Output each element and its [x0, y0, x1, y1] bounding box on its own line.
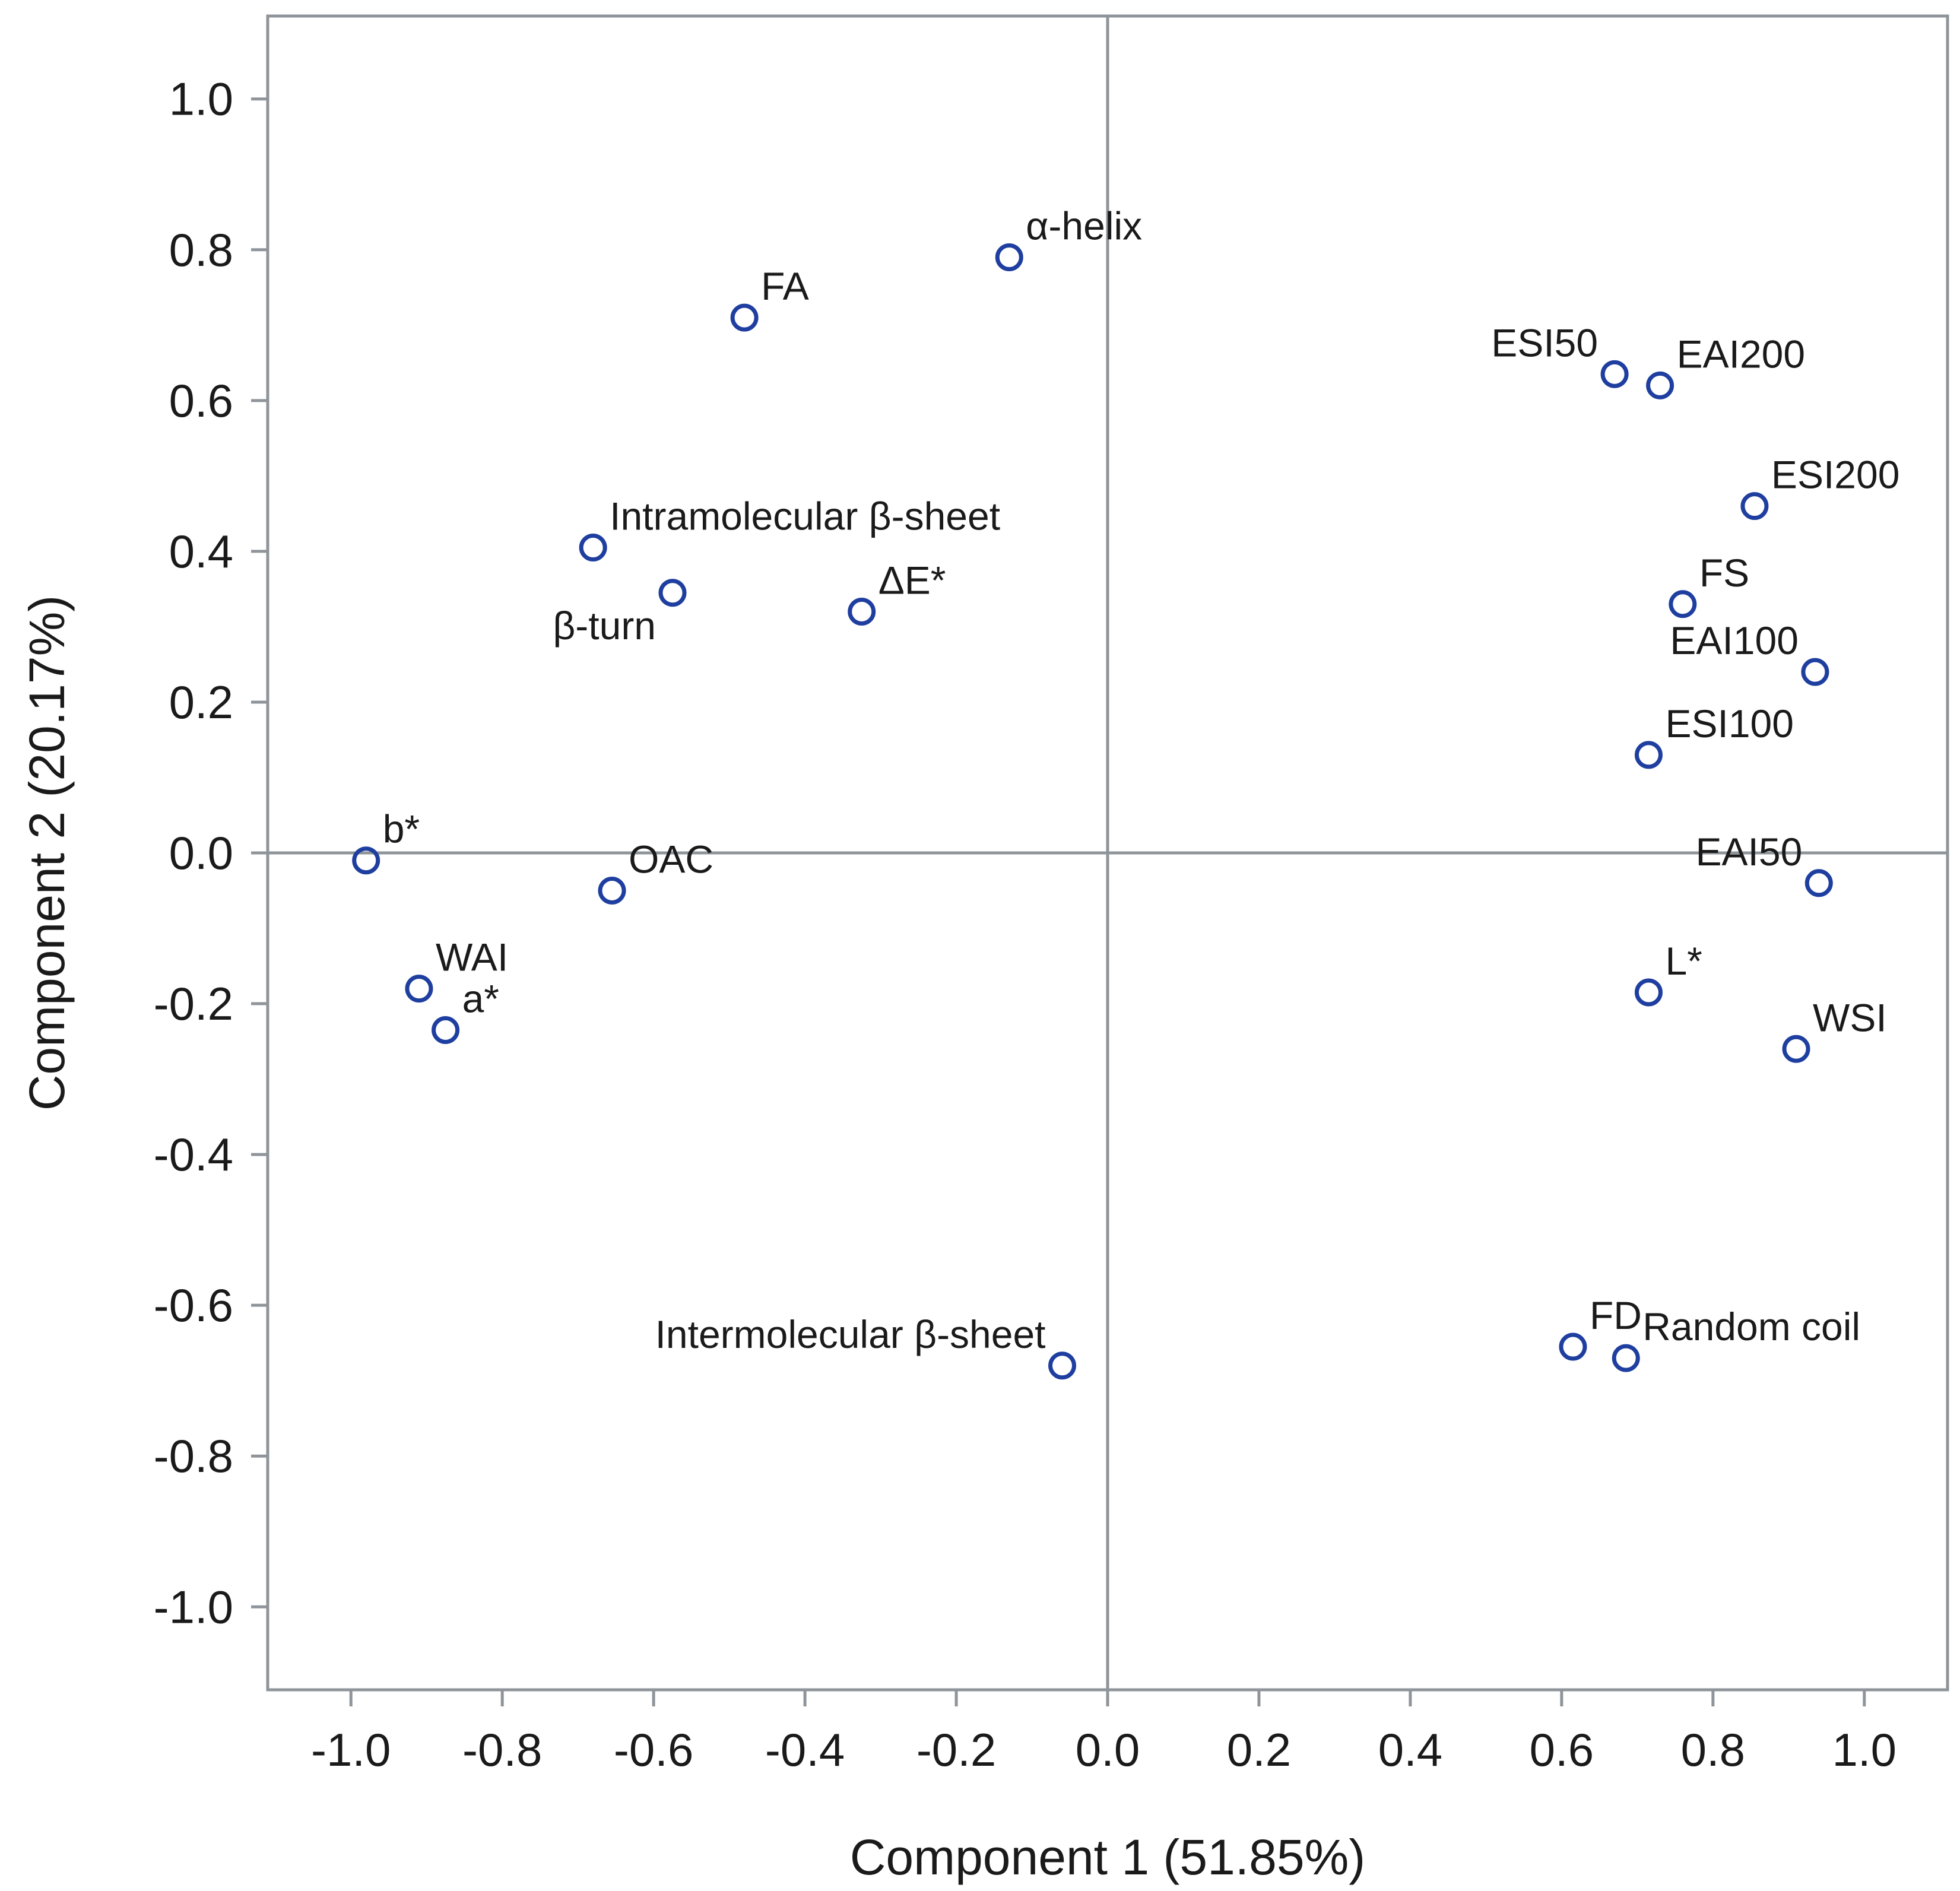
point-label: β-turn	[553, 604, 656, 648]
y-axis-title: Component 2 (20.17%)	[19, 595, 75, 1111]
point-marker	[848, 598, 876, 626]
point-label: ΔE*	[878, 559, 946, 602]
data-point: EAI100	[1670, 618, 1829, 686]
y-tick-label: 0.6	[169, 375, 233, 427]
point-label: Intermolecular β-sheet	[655, 1312, 1046, 1356]
point-marker	[658, 579, 687, 607]
point-marker	[995, 243, 1023, 271]
data-point: Intermolecular β-sheet	[655, 1312, 1077, 1380]
data-point: α-helix	[995, 204, 1142, 271]
data-point: FA	[730, 264, 809, 332]
data-point: Random coil	[1612, 1305, 1860, 1372]
x-tick-label: 0.2	[1227, 1724, 1291, 1776]
x-tick-label: -0.4	[765, 1724, 845, 1776]
x-axis-title: Component 1 (51.85%)	[850, 1829, 1366, 1885]
point-label: EAI100	[1670, 618, 1799, 662]
point-marker	[1740, 492, 1769, 521]
data-point: EAI200	[1646, 332, 1806, 399]
point-label: OAC	[629, 837, 713, 881]
point-label: α-helix	[1026, 204, 1142, 248]
point-marker	[1634, 978, 1663, 1007]
point-marker	[405, 975, 433, 1003]
point-label: Random coil	[1642, 1305, 1860, 1349]
point-label: Intramolecular β-sheet	[610, 494, 1000, 538]
x-tick-label: 0.0	[1076, 1724, 1140, 1776]
data-point: EAI50	[1695, 830, 1833, 897]
point-label: ESI200	[1771, 453, 1900, 497]
point-marker	[598, 877, 626, 905]
point-label: b*	[383, 807, 420, 851]
data-point: b*	[352, 807, 420, 875]
point-label: WAI	[436, 935, 508, 979]
y-axis: 1.0 0.8 0.6 0.4 0.2 0.0 -0.2 -0.4 -0.6 -0.8 -1.0	[154, 73, 268, 1633]
point-marker	[1669, 590, 1697, 618]
y-tick-label: 1.0	[169, 73, 233, 125]
point-label: FS	[1699, 551, 1749, 595]
data-point: ESI50	[1491, 321, 1629, 388]
point-marker	[1048, 1351, 1077, 1380]
point-label: EAI200	[1677, 332, 1806, 376]
point-marker	[1782, 1035, 1810, 1063]
point-marker	[1646, 371, 1674, 399]
x-tick-label: 0.4	[1378, 1724, 1442, 1776]
y-tick-label: -0.6	[154, 1279, 233, 1331]
data-point: ESI100	[1634, 702, 1794, 769]
x-tick-label: 0.6	[1530, 1724, 1594, 1776]
data-point: L*	[1634, 939, 1702, 1007]
x-tick-label: -0.8	[462, 1724, 542, 1776]
x-tick-label: -1.0	[311, 1724, 391, 1776]
point-marker	[1801, 658, 1829, 686]
y-tick-label: 0.4	[169, 525, 233, 578]
x-tick-label: 0.8	[1681, 1724, 1745, 1776]
point-label: FD	[1590, 1293, 1642, 1337]
point-marker	[352, 846, 380, 875]
y-tick-label: -0.8	[154, 1430, 233, 1482]
x-tick-label: -0.6	[614, 1724, 693, 1776]
data-point: ΔE*	[848, 559, 946, 626]
x-tick-label: 1.0	[1832, 1724, 1896, 1776]
point-label: EAI50	[1695, 830, 1802, 874]
data-point: OAC	[598, 837, 713, 905]
point-label: WSI	[1813, 995, 1887, 1039]
data-point: WSI	[1782, 995, 1887, 1063]
point-label: ESI100	[1665, 702, 1794, 745]
data-point: β-turn	[553, 579, 687, 648]
x-tick-label: -0.2	[916, 1724, 996, 1776]
y-tick-label: 0.2	[169, 676, 233, 728]
x-axis: -1.0 -0.8 -0.6 -0.4 -0.2 0.0 0.2 0.4 0.6 0.8 1.0	[311, 1690, 1896, 1776]
point-label: FA	[761, 264, 809, 308]
point-marker	[432, 1016, 460, 1045]
y-tick-label: 0.0	[169, 827, 233, 879]
point-marker	[1559, 1332, 1587, 1361]
y-tick-label: -1.0	[154, 1581, 233, 1633]
point-marker	[1804, 869, 1833, 897]
point-marker	[730, 303, 759, 332]
point-marker	[1612, 1344, 1640, 1372]
point-marker	[1600, 360, 1629, 388]
data-point: a*	[432, 977, 499, 1045]
data-point: WAI	[405, 935, 508, 1003]
point-marker	[1634, 741, 1663, 769]
y-tick-label: -0.2	[154, 978, 233, 1030]
point-label: L*	[1665, 939, 1702, 983]
data-point: FD	[1559, 1293, 1642, 1361]
y-tick-label: -0.4	[154, 1128, 233, 1181]
y-tick-label: 0.8	[169, 224, 233, 276]
data-point: FS	[1669, 551, 1749, 618]
point-label: a*	[462, 977, 499, 1021]
point-marker	[579, 534, 607, 562]
data-point: Intramolecular β-sheet	[579, 494, 1000, 562]
data-points: α-helix FA ESI50 EAI200 ESI200 Intramolecular…	[352, 204, 1900, 1380]
data-point: ESI200	[1740, 453, 1900, 521]
point-label: ESI50	[1491, 321, 1598, 364]
